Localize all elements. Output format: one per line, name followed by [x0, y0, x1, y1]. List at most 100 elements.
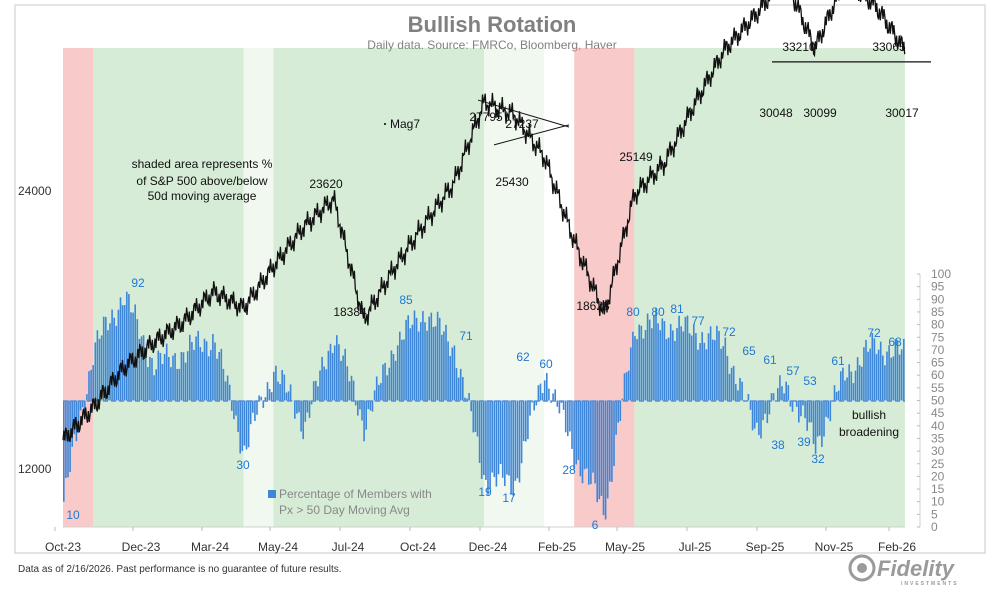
breadth-bar: [714, 340, 716, 401]
breadth-bar: [886, 351, 888, 401]
breadth-bar: [470, 400, 472, 412]
breadth-bar: [856, 357, 859, 401]
breadth-bar: [386, 375, 388, 401]
breadth-bar: [222, 368, 225, 401]
breadth-bar: [268, 388, 271, 401]
price-label: 30099: [803, 106, 837, 120]
right-axis-ticks: 1009590858075706560555045403530252015105…: [917, 267, 951, 534]
breadth-bar: [224, 381, 227, 401]
breadth-label: 57: [786, 364, 800, 378]
breadth-bar: [495, 400, 498, 487]
breadth-bar: [571, 400, 573, 449]
breadth-bar: [186, 351, 189, 401]
breadth-bar: [214, 342, 216, 401]
breadth-bar: [216, 358, 218, 401]
breadth-bar: [726, 355, 729, 401]
breadth-bar: [455, 368, 458, 401]
breadth-bar: [312, 381, 315, 401]
right-tick-label: 65: [931, 356, 945, 370]
breadth-bar: [420, 322, 422, 401]
price-label: 25149: [619, 150, 653, 164]
breadth-bar: [646, 313, 649, 401]
breadth-bar: [590, 400, 592, 485]
breadth-bar: [142, 335, 145, 401]
breadth-bar: [176, 368, 178, 401]
breadth-label: 39: [797, 435, 811, 449]
breadth-bar: [787, 385, 790, 401]
breadth-bar: [869, 348, 871, 401]
chart-title: Bullish Rotation: [408, 12, 577, 37]
x-tick-label: Dec-23: [122, 540, 161, 554]
breadth-bar: [405, 319, 407, 401]
breadth-bar: [693, 324, 695, 401]
breadth-bar: [453, 345, 456, 401]
breadth-bar: [634, 336, 636, 401]
breadth-bar: [594, 400, 596, 484]
breadth-bar: [705, 349, 708, 401]
breadth-bar: [363, 400, 365, 442]
breadth-bar: [304, 400, 307, 422]
breadth-bar: [449, 356, 451, 401]
breadth-bar: [184, 362, 187, 401]
breadth-bar: [724, 337, 727, 401]
breadth-bar: [760, 400, 762, 439]
breadth-bar: [579, 400, 582, 477]
breadth-bar: [829, 400, 832, 422]
breadth-bar: [840, 371, 842, 401]
breadth-bar: [716, 325, 718, 401]
breadth-bar: [554, 389, 556, 401]
breadth-bar: [417, 331, 420, 401]
breadth-bar: [396, 345, 399, 401]
breadth-bar: [365, 400, 367, 430]
breadth-bar: [770, 393, 773, 401]
price-label: 27795: [469, 110, 503, 124]
right-tick-label: 0: [931, 520, 938, 534]
breadth-bar: [821, 400, 823, 447]
breadth-bar: [115, 325, 118, 401]
x-tick-label: Jul-25: [679, 540, 712, 554]
breadth-bar: [900, 349, 903, 401]
breadth-bar: [436, 311, 439, 401]
breadth-bar: [472, 400, 475, 433]
breadth-bar: [382, 364, 384, 401]
breadth-bar: [617, 400, 619, 423]
breadth-bar: [399, 331, 401, 401]
breadth-bar: [161, 363, 164, 401]
shade-band: [93, 48, 244, 527]
breadth-bar: [602, 400, 605, 516]
breadth-bar: [711, 339, 714, 401]
breadth-label: 10: [66, 508, 80, 522]
breadth-bar: [623, 373, 626, 401]
breadth-bar: [682, 331, 685, 401]
breadth-bar: [562, 400, 565, 410]
breadth-bar: [728, 373, 731, 401]
breadth-bar: [791, 400, 794, 412]
right-tick-label: 5: [931, 507, 938, 521]
logo-text: Fidelity: [877, 556, 956, 581]
breadth-bar: [226, 375, 229, 401]
breadth-bar: [409, 328, 412, 401]
breadth-bar: [842, 367, 844, 401]
breadth-bar: [321, 356, 323, 401]
breadth-bar: [403, 339, 405, 401]
breadth-bar: [493, 400, 496, 477]
breadth-bar: [126, 291, 128, 401]
breadth-bar: [819, 400, 821, 436]
breadth-bar: [680, 326, 682, 401]
breadth-bar: [684, 316, 687, 401]
breadth-bar: [298, 400, 300, 413]
breadth-label: 71: [459, 329, 473, 343]
breadth-bar: [195, 336, 197, 401]
breadth-bar: [867, 351, 869, 401]
breadth-bar: [814, 400, 817, 454]
breadth-bar: [157, 350, 160, 401]
breadth-bar: [285, 392, 288, 401]
breadth-bar: [92, 365, 94, 401]
breadth-bar: [163, 354, 166, 401]
right-tick-label: 35: [931, 431, 945, 445]
right-tick-label: 25: [931, 457, 945, 471]
breadth-bar: [273, 371, 275, 401]
breadth-bar: [201, 351, 204, 401]
breadth-bar: [592, 400, 594, 473]
